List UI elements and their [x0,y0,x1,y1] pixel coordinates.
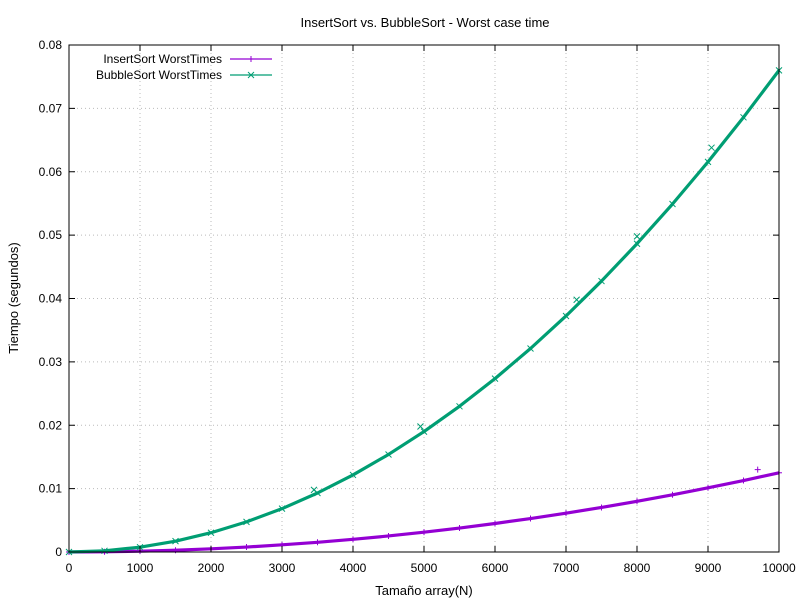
data-point [172,537,179,545]
data-point [385,532,392,539]
outlier-point [708,144,715,152]
x-tick-label: 2000 [198,561,225,575]
data-point [633,240,641,248]
data-point [740,113,747,121]
legend-label: BubbleSort WorstTimes [96,68,222,82]
data-point [491,375,499,382]
chart-title: InsertSort vs. BubbleSort - Worst case t… [300,15,549,30]
x-tick-label: 8000 [624,561,651,575]
data-point [669,200,676,208]
x-tick-label: 1000 [127,561,154,575]
data-point [314,539,321,546]
grid [69,45,779,552]
outlier-point [417,423,424,430]
outlier-point [573,296,581,304]
x-tick-label: 10000 [762,561,796,575]
legend-marker [247,71,255,79]
data-point [456,525,463,532]
x-tick-label: 6000 [482,561,509,575]
data-point [563,510,569,517]
x-tick-label: 0 [66,561,73,575]
data-point [207,529,215,537]
x-tick-label: 4000 [340,561,367,575]
data-point [598,277,605,285]
data-point [243,544,250,551]
legend-marker [248,56,254,62]
data-point [243,518,250,526]
legend: InsertSort WorstTimes BubbleSort WorstTim… [96,52,272,82]
y-tick-label: 0.02 [39,418,63,432]
data-point [456,402,463,410]
data-point [705,484,711,491]
data-point [669,491,676,498]
ticks: 0 1000 2000 3000 4000 5000 6000 7000 8000 9000 100… [39,38,796,575]
data-point [349,471,357,479]
data-point [278,505,286,513]
legend-label: InsertSort WorstTimes [103,52,222,66]
data-point [385,451,392,458]
outlier-point [754,466,761,473]
y-axis-label: Tiempo (segundos) [6,242,21,354]
data-point [101,547,108,555]
data-point [527,515,534,522]
y-tick-label: 0 [55,545,62,559]
x-tick-label: 7000 [553,561,580,575]
y-tick-label: 0.06 [39,165,63,179]
data-point [420,428,428,435]
data-point [527,345,534,352]
y-tick-label: 0.03 [39,355,63,369]
y-tick-label: 0.07 [39,101,63,115]
x-tick-label: 5000 [411,561,438,575]
y-tick-label: 0.08 [39,38,63,52]
data-point [598,504,605,511]
series-line [68,69,781,554]
data-point [740,477,747,484]
y-tick-label: 0.01 [39,482,63,496]
outlier-point [310,486,318,494]
data-point [562,312,570,320]
y-tick-label: 0.04 [39,292,63,306]
data-point [704,158,712,166]
x-tick-label: 3000 [269,561,296,575]
data-point [634,498,640,505]
data-point [421,529,427,536]
outlier-point [633,233,641,240]
x-tick-label: 9000 [695,561,722,575]
data-point [492,520,498,527]
y-tick-label: 0.05 [39,228,63,242]
data-point [350,536,356,543]
x-axis-label: Tamaño array(N) [375,583,473,598]
